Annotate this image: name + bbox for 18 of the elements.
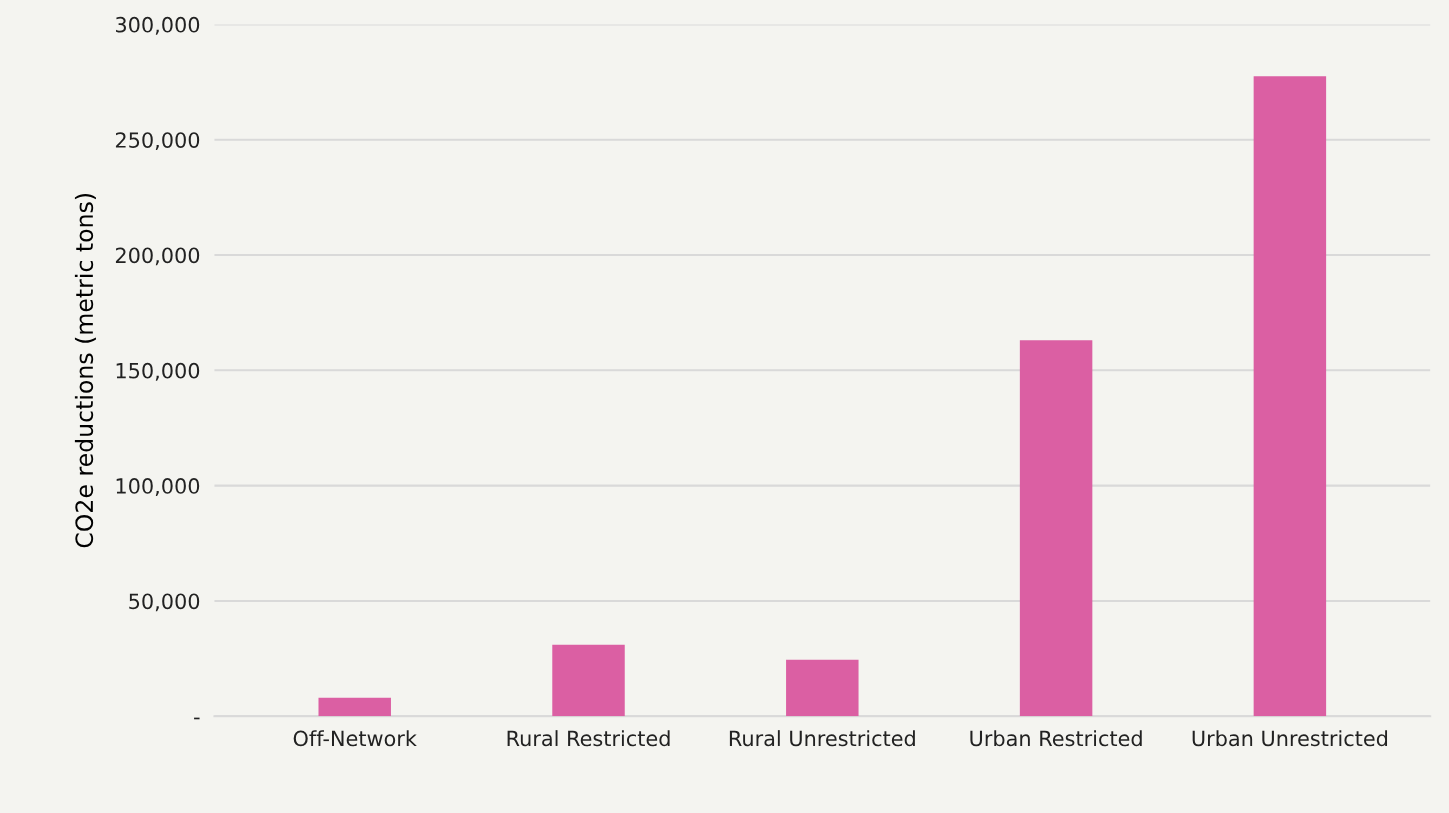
bar [786, 659, 859, 717]
y-tick-label: - [194, 717, 200, 720]
x-tick-label: Urban Restricted [970, 730, 1142, 747]
bar [1019, 340, 1093, 717]
bar [1253, 76, 1327, 717]
x-tick-label: Rural Restricted [507, 730, 670, 747]
x-tick-label: Rural Unrestricted [729, 730, 915, 747]
y-tick-label: 250,000 [115, 132, 200, 151]
y-tick-label: 200,000 [115, 247, 200, 266]
y-axis-title: CO2e reductions (metric tons) [74, 193, 96, 548]
x-tick-label: Off-Network [293, 730, 417, 747]
x-tick-label: Urban Unrestricted [1192, 730, 1388, 747]
y-tick-label: 100,000 [116, 478, 200, 496]
y-tick-label: 150,000 [116, 362, 200, 381]
y-tick-label: 300,000 [116, 16, 200, 35]
bar [552, 644, 625, 717]
bar [318, 697, 391, 717]
y-tick-label: 50,000 [129, 593, 200, 612]
